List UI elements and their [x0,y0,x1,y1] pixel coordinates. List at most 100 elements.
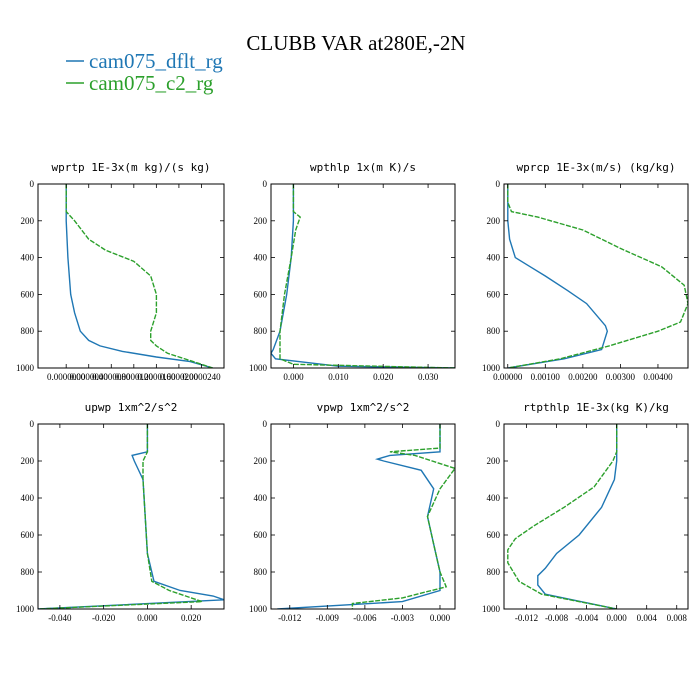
x-tick-label: 0.0000240 [182,372,221,382]
y-tick-label: 600 [21,530,35,540]
y-tick-label: 800 [254,326,268,336]
y-tick-label: 600 [254,289,268,299]
x-tick-label: 0.008 [667,613,688,623]
x-tick-label: 0.00200 [568,372,598,382]
y-tick-label: 200 [487,216,501,226]
panel-title: wprcp 1E-3x(m/s) (kg/kg) [517,161,676,174]
x-tick-label: 0.000 [283,372,304,382]
x-tick-label: -0.003 [391,613,415,623]
series-line-c2 [38,424,203,609]
x-tick-label: 0.010 [328,372,349,382]
x-tick-label: -0.012 [515,613,538,623]
y-tick-label: 400 [21,253,35,263]
y-tick-label: 600 [487,530,501,540]
x-tick-label: 0.00100 [531,372,561,382]
panel-frame [503,183,689,369]
panel-frame [270,183,456,369]
panel-frame [37,423,225,610]
y-tick-label: 400 [487,253,501,263]
y-tick-label: 1000 [16,363,35,373]
y-tick-label: 400 [487,493,501,503]
x-tick-label: -0.004 [575,613,599,623]
x-tick-label: -0.012 [278,613,301,623]
panel-title: vpwp 1xm^2/s^2 [317,401,410,414]
x-tick-label: 0.0000040 [70,372,109,382]
x-tick-label: 0.0000200 [160,372,199,382]
y-tick-label: 800 [487,326,501,336]
x-tick-label: 0.0000160 [137,372,176,382]
series-line-dflt [277,424,441,609]
y-tick-label: 600 [254,530,268,540]
series-line-c2 [507,184,688,368]
y-tick-label: 400 [21,493,35,503]
series-line-c2 [507,424,618,609]
x-tick-label: 0.020 [181,613,202,623]
x-tick-label: 0.004 [637,613,658,623]
panel-4: upwp 1xm^2/s^2 0 200 400 600 800 1000 -0.040 -0.… [16,401,225,623]
series-line-dflt [507,184,609,368]
y-tick-label: 800 [21,326,35,336]
panel-title: upwp 1xm^2/s^2 [85,401,178,414]
y-tick-label: 1000 [482,604,501,614]
y-tick-label: 800 [254,567,268,577]
y-tick-label: 0 [496,179,501,189]
x-tick-label: 0.020 [373,372,394,382]
y-tick-label: 800 [21,567,35,577]
panel-6: rtpthlp 1E-3x(kg K)/kg 0 200 400 600 800 1000 -… [482,401,689,623]
series-line-dflt [38,424,224,609]
panels-group: wprtp 1E-3x(m kg)/(s kg) 0 200 400 600 800 100… [16,161,689,623]
y-tick-label: 200 [21,456,35,466]
panel-5: vpwp 1xm^2/s^2 0 200 400 600 800 1000 -0.012 -0.… [249,401,456,623]
y-tick-label: 1000 [249,363,268,373]
x-tick-label: 0.0000080 [92,372,131,382]
y-tick-label: 0 [496,419,501,429]
y-tick-label: 0 [263,419,268,429]
y-tick-label: 400 [254,493,268,503]
y-tick-label: 0 [30,419,35,429]
panel-frame [270,423,456,610]
y-tick-label: 200 [254,456,268,466]
panel-3: wprcp 1E-3x(m/s) (kg/kg) 0 200 400 600 800 100… [482,161,689,382]
x-tick-label: 0.000 [607,613,628,623]
y-tick-label: 200 [21,216,35,226]
panel-title: wprtp 1E-3x(m kg)/(s kg) [52,161,211,174]
panel-title: rtpthlp 1E-3x(kg K)/kg [523,401,669,414]
series-line-c2 [65,184,213,368]
x-tick-label: 0.030 [418,372,439,382]
y-tick-label: 600 [21,289,35,299]
panel-1: wprtp 1E-3x(m kg)/(s kg) 0 200 400 600 800 100… [16,161,225,382]
panel-frame [503,423,689,610]
x-tick-label: 0.0000000 [47,372,86,382]
y-tick-label: 1000 [249,604,268,614]
panel-2: wpthlp 1x(m K)/s 0 200 400 600 800 1000 0.000 0.… [249,161,456,382]
x-tick-label: 0.000 [137,613,158,623]
y-tick-label: 1000 [16,604,35,614]
x-tick-label: 0.000 [430,613,451,623]
y-tick-label: 400 [254,253,268,263]
y-tick-label: 0 [30,179,35,189]
y-tick-label: 200 [254,216,268,226]
legend-label-c2: cam075_c2_rg [89,71,214,95]
x-tick-label: 0.00000 [493,372,523,382]
x-tick-label: -0.040 [48,613,72,623]
x-tick-label: 0.0000120 [115,372,154,382]
x-tick-label: 0.00300 [606,372,636,382]
series-line-c2 [351,424,455,609]
y-tick-label: 1000 [482,363,501,373]
series-line-dflt [65,184,213,368]
y-tick-label: 0 [263,179,268,189]
y-tick-label: 200 [487,456,501,466]
x-tick-label: 0.00400 [643,372,673,382]
y-tick-label: 800 [487,567,501,577]
x-tick-label: -0.020 [92,613,116,623]
series-line-dflt [537,424,618,609]
legend-label-dflt: cam075_dflt_rg [89,49,223,73]
figure-title: CLUBB VAR at280E,-2N [246,31,465,55]
x-tick-label: -0.008 [545,613,569,623]
x-tick-label: -0.009 [316,613,340,623]
y-tick-label: 600 [487,289,501,299]
series-line-c2 [279,184,455,368]
panel-frame [37,183,225,369]
x-tick-label: -0.006 [353,613,377,623]
